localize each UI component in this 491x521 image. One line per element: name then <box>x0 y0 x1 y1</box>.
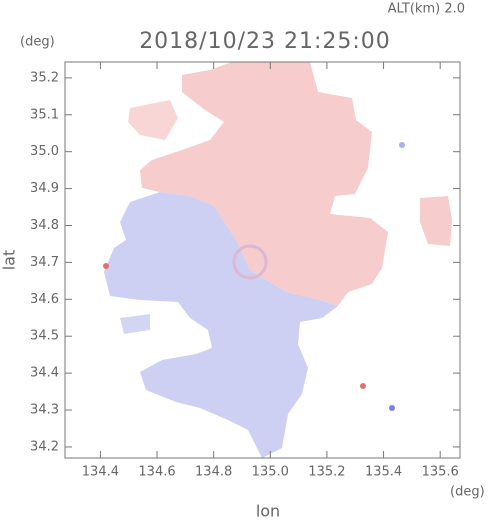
x-axis-label: lon <box>256 502 280 521</box>
echo-spot <box>399 142 405 148</box>
positive-echo <box>128 100 178 140</box>
x-tick-label: 134.6 <box>138 465 175 480</box>
y-tick-label: 35.0 <box>30 144 59 159</box>
y-axis-label: lat <box>0 250 19 271</box>
x-unit: (deg) <box>450 485 485 500</box>
y-tick-label: 34.2 <box>30 439 59 454</box>
positive-echo <box>140 62 388 306</box>
y-unit: (deg) <box>20 35 55 50</box>
negative-echo <box>104 192 338 458</box>
x-tick-label: 135.4 <box>365 465 402 480</box>
positive-echo <box>420 196 452 246</box>
plot-frame <box>64 61 461 459</box>
y-tick-label: 34.3 <box>30 403 59 418</box>
y-tick-label: 34.6 <box>30 292 59 307</box>
negative-echo <box>120 314 150 334</box>
y-tick-label: 34.5 <box>30 329 59 344</box>
radar-echo <box>103 62 452 458</box>
x-tick-label: 135.6 <box>422 465 459 480</box>
chart-title: 2018/10/23 21:25:00 <box>139 29 391 54</box>
echo-spot <box>360 383 366 389</box>
y-tick-label: 34.4 <box>30 366 59 381</box>
y-tick-label: 34.8 <box>30 218 59 233</box>
y-tick-label: 34.7 <box>30 255 59 270</box>
echo-spot <box>103 263 109 269</box>
echo-spot <box>389 405 395 411</box>
x-tick-label: 134.4 <box>82 465 119 480</box>
y-tick-label: 35.2 <box>30 70 59 85</box>
x-tick-label: 134.8 <box>195 465 232 480</box>
x-tick-label: 135.0 <box>252 465 289 480</box>
x-tick-label: 135.2 <box>308 465 345 480</box>
y-tick-label: 35.1 <box>30 107 59 122</box>
y-tick-label: 34.9 <box>30 181 59 196</box>
altitude-label: ALT(km) 2.0 <box>388 2 465 17</box>
echo-ring <box>232 244 268 280</box>
